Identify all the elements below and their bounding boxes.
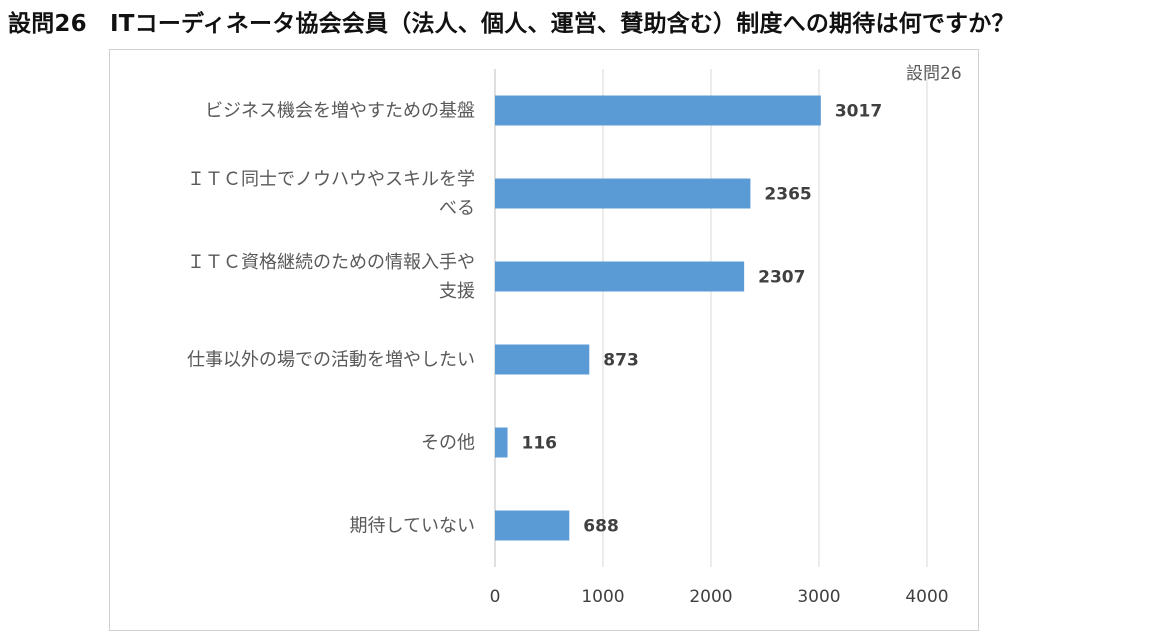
data-label: 688	[583, 517, 619, 537]
category-label: べる	[439, 198, 475, 219]
labels: 0 1000 2000 3000 4000 設問26 3017 ビジネス機会を増やすための基盤…	[187, 64, 962, 607]
category-label: ビジネス機会を増やすための基盤	[205, 101, 475, 122]
bar-chart: 0 1000 2000 3000 4000 設問26 3017 ビジネス機会を増やすための基盤…	[187, 64, 962, 607]
bar	[495, 344, 590, 375]
x-tick-label: 2000	[689, 587, 732, 607]
category-label: ＩＴＣ資格継続のための情報入手や	[187, 252, 475, 273]
category-label: その他	[421, 433, 475, 454]
category-label: 期待していない	[350, 516, 475, 537]
data-label: 116	[522, 434, 558, 454]
category-label: 仕事以外の場での活動を増やしたい	[187, 350, 475, 371]
legend-label: 設問26	[906, 64, 962, 84]
x-tick-label: 1000	[581, 587, 624, 607]
page-title: 設問26 ITコーディネータ協会会員（法人、個人、運営、賛助含む）制度への期待は…	[8, 11, 1015, 37]
data-label: 2365	[764, 185, 811, 205]
data-label: 2307	[758, 268, 805, 288]
bar	[495, 95, 821, 126]
chart-frame: 0 1000 2000 3000 4000 設問26 3017 ビジネス機会を増やすための基盤…	[109, 49, 979, 631]
category-label: ＩＴＣ同士でノウハウやスキルを学	[187, 169, 475, 190]
gridlines	[494, 69, 928, 567]
category-label: 支援	[439, 281, 475, 302]
x-tick-label: 3000	[797, 587, 840, 607]
bar	[495, 427, 508, 458]
bar	[495, 261, 745, 292]
bars	[495, 95, 821, 541]
bar	[495, 178, 751, 209]
data-label: 3017	[835, 102, 882, 122]
x-tick-label: 0	[490, 587, 501, 607]
bar	[495, 510, 570, 541]
data-label: 873	[603, 351, 639, 371]
x-tick-label: 4000	[905, 587, 948, 607]
